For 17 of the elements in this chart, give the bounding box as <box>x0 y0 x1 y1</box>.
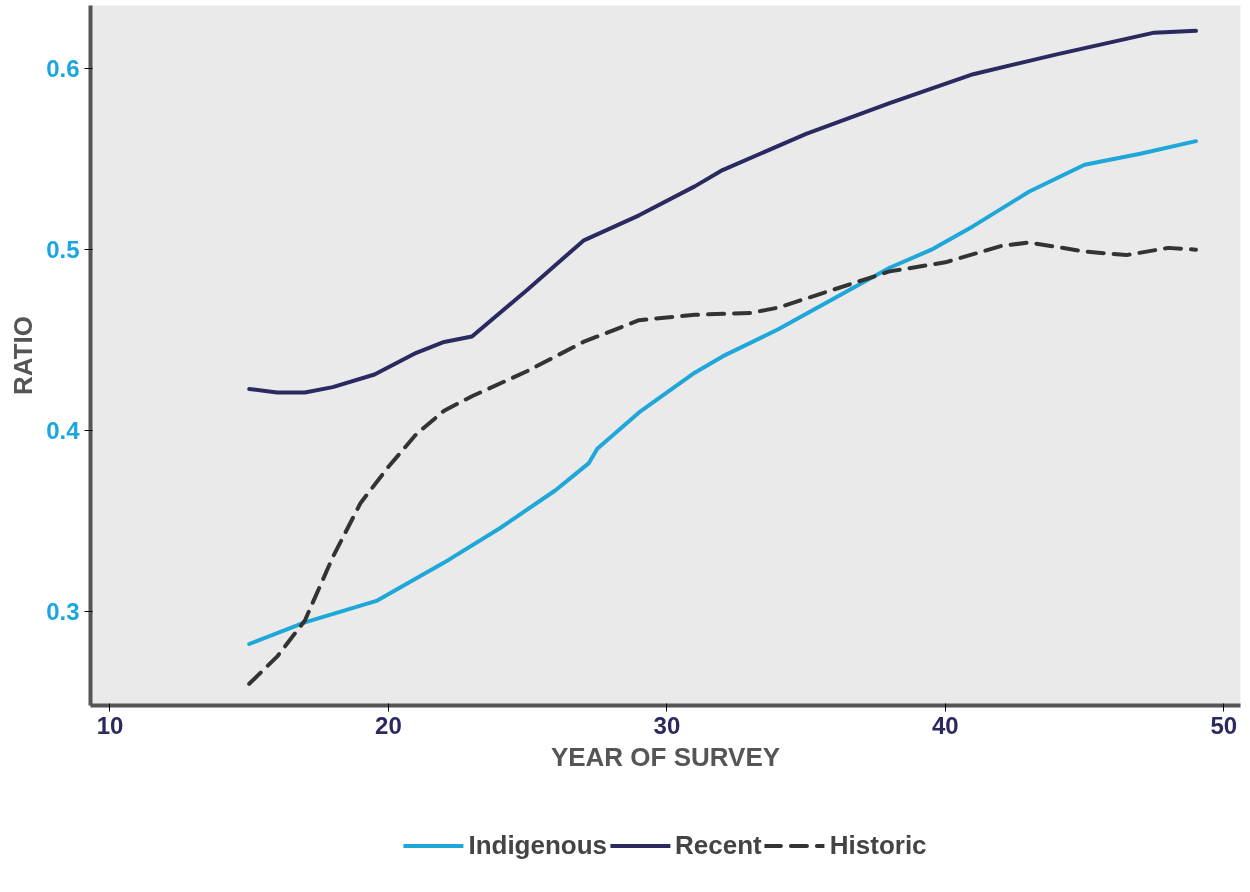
legend-label: Indigenous <box>468 829 608 861</box>
line-series <box>247 28 1198 395</box>
y-tick-label: 0.3 <box>46 597 80 625</box>
legend-label: Historic <box>829 829 927 861</box>
y-tick-label: 0.5 <box>46 236 80 264</box>
y-tick-label: 0.6 <box>46 55 80 83</box>
line-series <box>247 240 1198 686</box>
x-tick-label: 20 <box>375 711 402 739</box>
y-axis-title: RATIO <box>8 316 39 395</box>
line-series <box>247 139 1198 646</box>
x-tick-label: 30 <box>653 711 681 739</box>
y-tick-label: 0.4 <box>46 417 81 445</box>
x-tick-label: 10 <box>96 711 124 739</box>
x-tick-label: 50 <box>1210 711 1238 739</box>
x-tick-label: 40 <box>931 711 959 739</box>
x-axis-title: YEAR OF SURVEY <box>550 741 781 772</box>
legend-label: Recent <box>675 829 762 861</box>
